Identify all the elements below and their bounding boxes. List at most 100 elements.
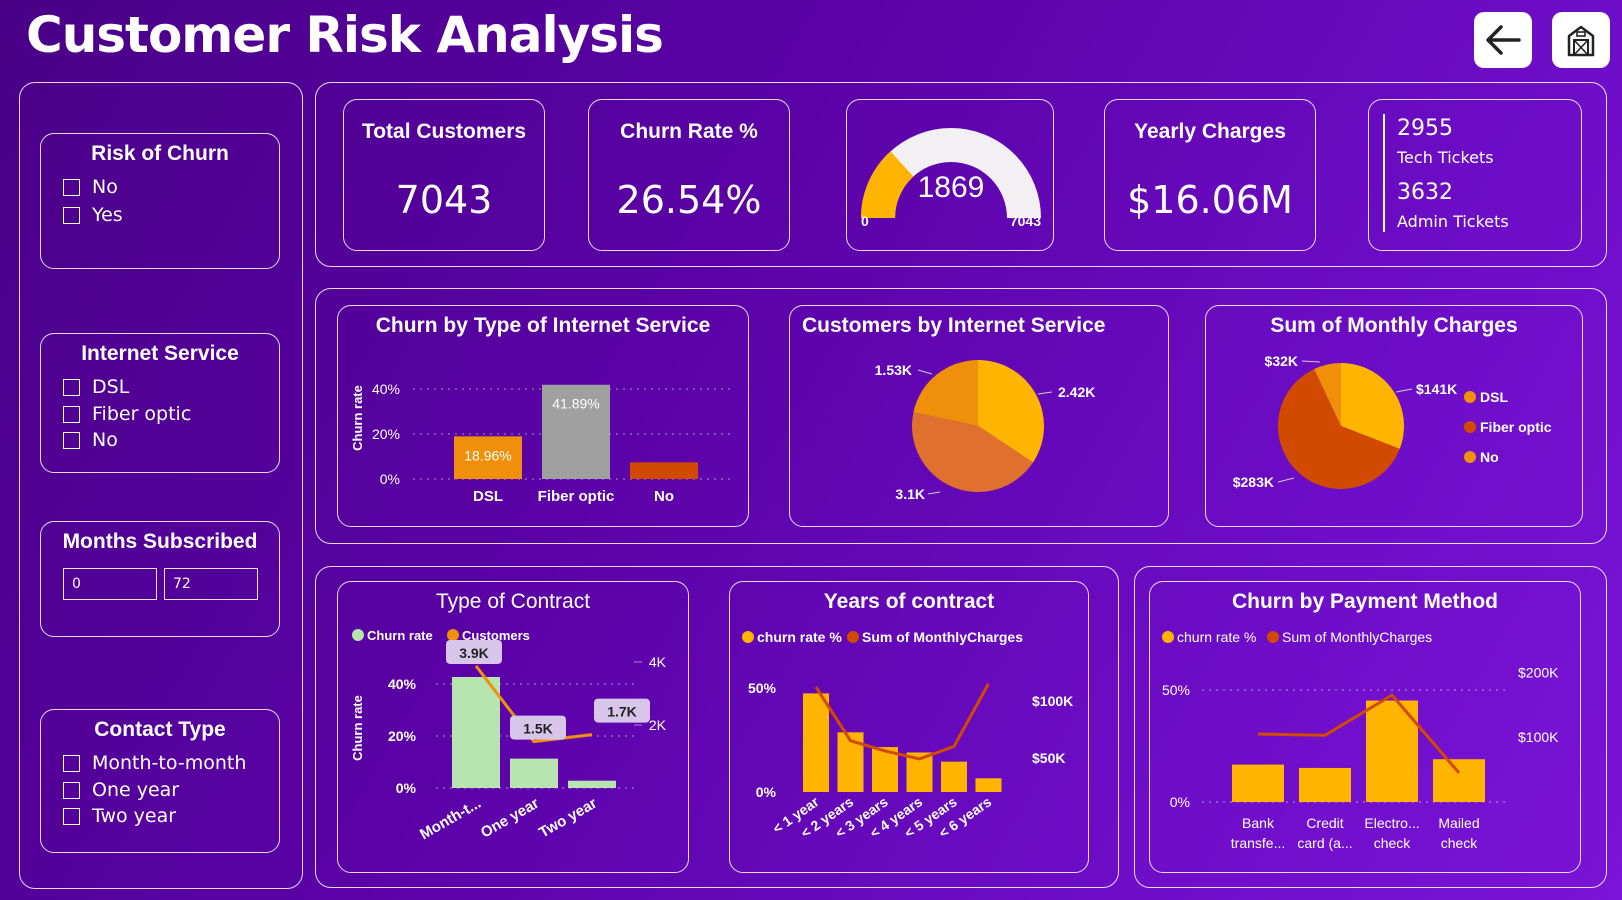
checkbox-icon[interactable] [63, 178, 80, 196]
pie-slice [912, 412, 1033, 493]
internet-filter: Internet Service DSL Fiber optic No [40, 333, 280, 473]
slice-label: 1.53K [875, 362, 912, 378]
bar-data-label: 41.89% [552, 396, 599, 412]
months-max-input[interactable]: 72 [164, 568, 258, 600]
chart-title: Churn by Type of Internet Service [375, 314, 711, 337]
checkbox-icon[interactable] [63, 431, 80, 449]
churn-by-payment-chart: Churn by Payment Method churn rate % Sum … [1149, 581, 1581, 873]
contact-option-month[interactable]: Month-to-month [63, 752, 246, 774]
series-line [474, 665, 593, 744]
legend-marker [447, 629, 459, 641]
x-tick-label: check [1441, 835, 1479, 851]
legend-marker [742, 631, 754, 643]
checkbox-icon[interactable] [63, 378, 80, 396]
legend-label: DSL [1480, 389, 1508, 405]
months-filter: Months Subscribed 0 72 [40, 521, 280, 637]
data-label-box [594, 698, 650, 723]
y-tick-label: 20% [372, 426, 400, 442]
checkbox-icon[interactable] [63, 754, 80, 772]
gauge-value: 1869 [918, 171, 985, 204]
admin-tickets-label: Admin Tickets [1397, 212, 1509, 231]
y2-tick-label: 4K [649, 654, 667, 670]
bar [510, 758, 558, 788]
gauge-chart: 1869 0 7043 [861, 128, 1041, 229]
pie-slice [1314, 363, 1341, 426]
legend-marker [352, 629, 364, 641]
leader-line [917, 369, 933, 375]
series-line [814, 682, 990, 761]
risk-filter-title: Risk of Churn [91, 142, 229, 165]
y-tick-label: 0% [756, 784, 777, 800]
internet-option-no[interactable]: No [63, 429, 118, 451]
churn-by-internet-svg: 0% 20% 40% Churn rate 18.96% DSL 41.89% Fiber o… [350, 381, 730, 505]
kpi-yearly-charges: Yearly Charges $16.06M [1104, 99, 1316, 251]
x-tick-label: Bank [1242, 815, 1275, 831]
kpi-total-customers: Total Customers 7043 [343, 99, 545, 251]
y2-tick-label: $100K [1518, 729, 1559, 745]
monthly-charges-svg: $141K $283K $32K DSL Fiber optic No [1233, 353, 1552, 490]
legend-marker [1464, 391, 1476, 403]
months-min-input[interactable]: 0 [63, 568, 157, 600]
kpi-tickets: 2955 Tech Tickets 3632 Admin Tickets [1368, 99, 1582, 251]
checkbox-icon[interactable] [63, 405, 80, 423]
data-label-box [510, 715, 566, 740]
pie-slice [1278, 369, 1400, 489]
bar [803, 693, 829, 792]
bar [1433, 759, 1485, 802]
internet-option-fiber[interactable]: Fiber optic [63, 403, 191, 425]
data-label: 1.7K [607, 704, 637, 720]
internet-option-dsl[interactable]: DSL [63, 376, 129, 398]
checkbox-icon[interactable] [63, 206, 80, 224]
slice-label: 2.42K [1058, 384, 1095, 400]
x-tick-label: One year [478, 795, 542, 842]
contact-option-one-year[interactable]: One year [63, 779, 179, 801]
legend-label: Churn rate [367, 628, 433, 643]
checkbox-icon[interactable] [63, 807, 80, 825]
back-button[interactable] [1474, 12, 1532, 68]
data-label-box [446, 639, 502, 664]
risk-option-yes[interactable]: Yes [63, 204, 123, 226]
type-of-contract-svg: Churn rate Customers 0% 20% 40% 2K 4K Churn rat… [350, 628, 667, 843]
pie-slice [978, 360, 1044, 463]
chart-title: Customers by Internet Service [802, 314, 1106, 337]
x-tick-label: Fiber optic [538, 488, 615, 505]
y2-tick-label: 2K [649, 717, 667, 733]
contract-panel: Type of Contract Churn rate Customers 0% 20… [315, 566, 1119, 888]
x-tick-label: DSL [473, 488, 503, 505]
bar [1232, 764, 1284, 802]
y2-tick-label: $50K [1032, 750, 1065, 766]
data-label: 3.9K [459, 645, 489, 661]
churn-by-payment-svg: churn rate % Sum of MonthlyCharges 0% 50% $1… [1162, 629, 1559, 851]
customers-by-internet-chart: Customers by Internet Service 2.42K 3.1K 1… [789, 305, 1169, 527]
contact-filter: Contact Type Month-to-month One year Two… [40, 709, 280, 853]
legend-label: Sum of MonthlyCharges [1282, 629, 1432, 645]
slice-label: 3.1K [895, 486, 925, 502]
y-tick-label: 20% [388, 728, 417, 744]
x-tick-label: No [654, 488, 674, 505]
kpi-value: 26.54% [616, 178, 762, 222]
leader-line [1301, 360, 1321, 363]
contact-option-two-year[interactable]: Two year [63, 805, 176, 827]
risk-option-no[interactable]: No [63, 176, 118, 198]
bar [452, 676, 500, 788]
home-icon [1567, 25, 1595, 57]
checkbox-icon[interactable] [63, 781, 80, 799]
home-button[interactable] [1552, 12, 1610, 68]
slice-label: $32K [1265, 353, 1298, 369]
x-tick-label: transfe... [1231, 835, 1285, 851]
x-tick-label: Electro... [1364, 815, 1419, 831]
y2-tick-label: $100K [1032, 693, 1073, 709]
bar-data-label: 18.96% [464, 447, 511, 463]
tech-tickets-label: Tech Tickets [1397, 148, 1494, 167]
y-axis-label: Churn rate [350, 385, 365, 451]
chart-title: Type of Contract [435, 590, 591, 613]
y-tick-label: 50% [748, 680, 777, 696]
x-tick-label: check [1374, 835, 1412, 851]
legend-marker [1267, 631, 1279, 643]
leader-line [927, 491, 941, 495]
legend-label: Customers [462, 628, 530, 643]
kpi-title: Yearly Charges [1134, 120, 1286, 143]
gauge-fill [861, 151, 914, 219]
y-tick-label: 40% [388, 676, 417, 692]
years-of-contract-chart: Years of contract churn rate % Sum of Mon… [729, 581, 1089, 873]
